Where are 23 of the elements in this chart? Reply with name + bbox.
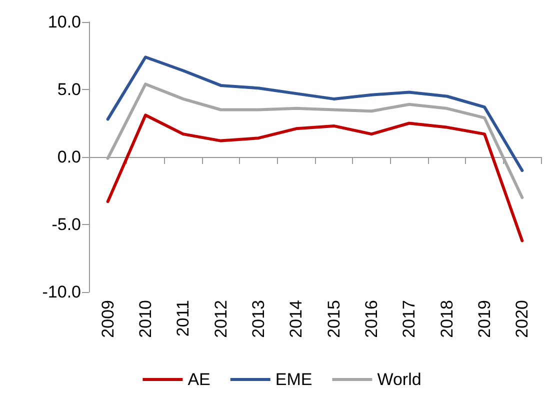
- y-tick-label: -5.0: [52, 215, 81, 234]
- line-series: [106, 82, 524, 199]
- x-tick-label: 2015: [324, 300, 344, 338]
- y-tick-label: 5.0: [57, 80, 81, 99]
- x-tick-label: 2010: [136, 300, 155, 338]
- legend-label: World: [377, 370, 422, 389]
- x-tick-label: 2017: [400, 300, 419, 338]
- y-tick-label: -10.0: [42, 282, 81, 302]
- x-tick-label: 2020: [512, 300, 532, 338]
- y-tick-label: 0.0: [57, 148, 81, 166]
- x-tick-label: 2019: [475, 300, 494, 338]
- y-tick-label: 10.0: [48, 12, 81, 32]
- line-series: [106, 114, 524, 242]
- x-tick-label: 2011: [174, 300, 193, 337]
- x-tick-label: 2016: [362, 300, 381, 338]
- line-series: [106, 56, 524, 172]
- x-tick-label: 2013: [249, 300, 268, 338]
- x-tick-label: 2014: [286, 300, 306, 338]
- x-tick-label: 2009: [98, 300, 118, 338]
- x-tick-label: 2018: [437, 300, 456, 338]
- legend-label: AE: [188, 370, 210, 389]
- legend-label: EME: [275, 370, 312, 389]
- x-tick-label: 2012: [211, 300, 230, 338]
